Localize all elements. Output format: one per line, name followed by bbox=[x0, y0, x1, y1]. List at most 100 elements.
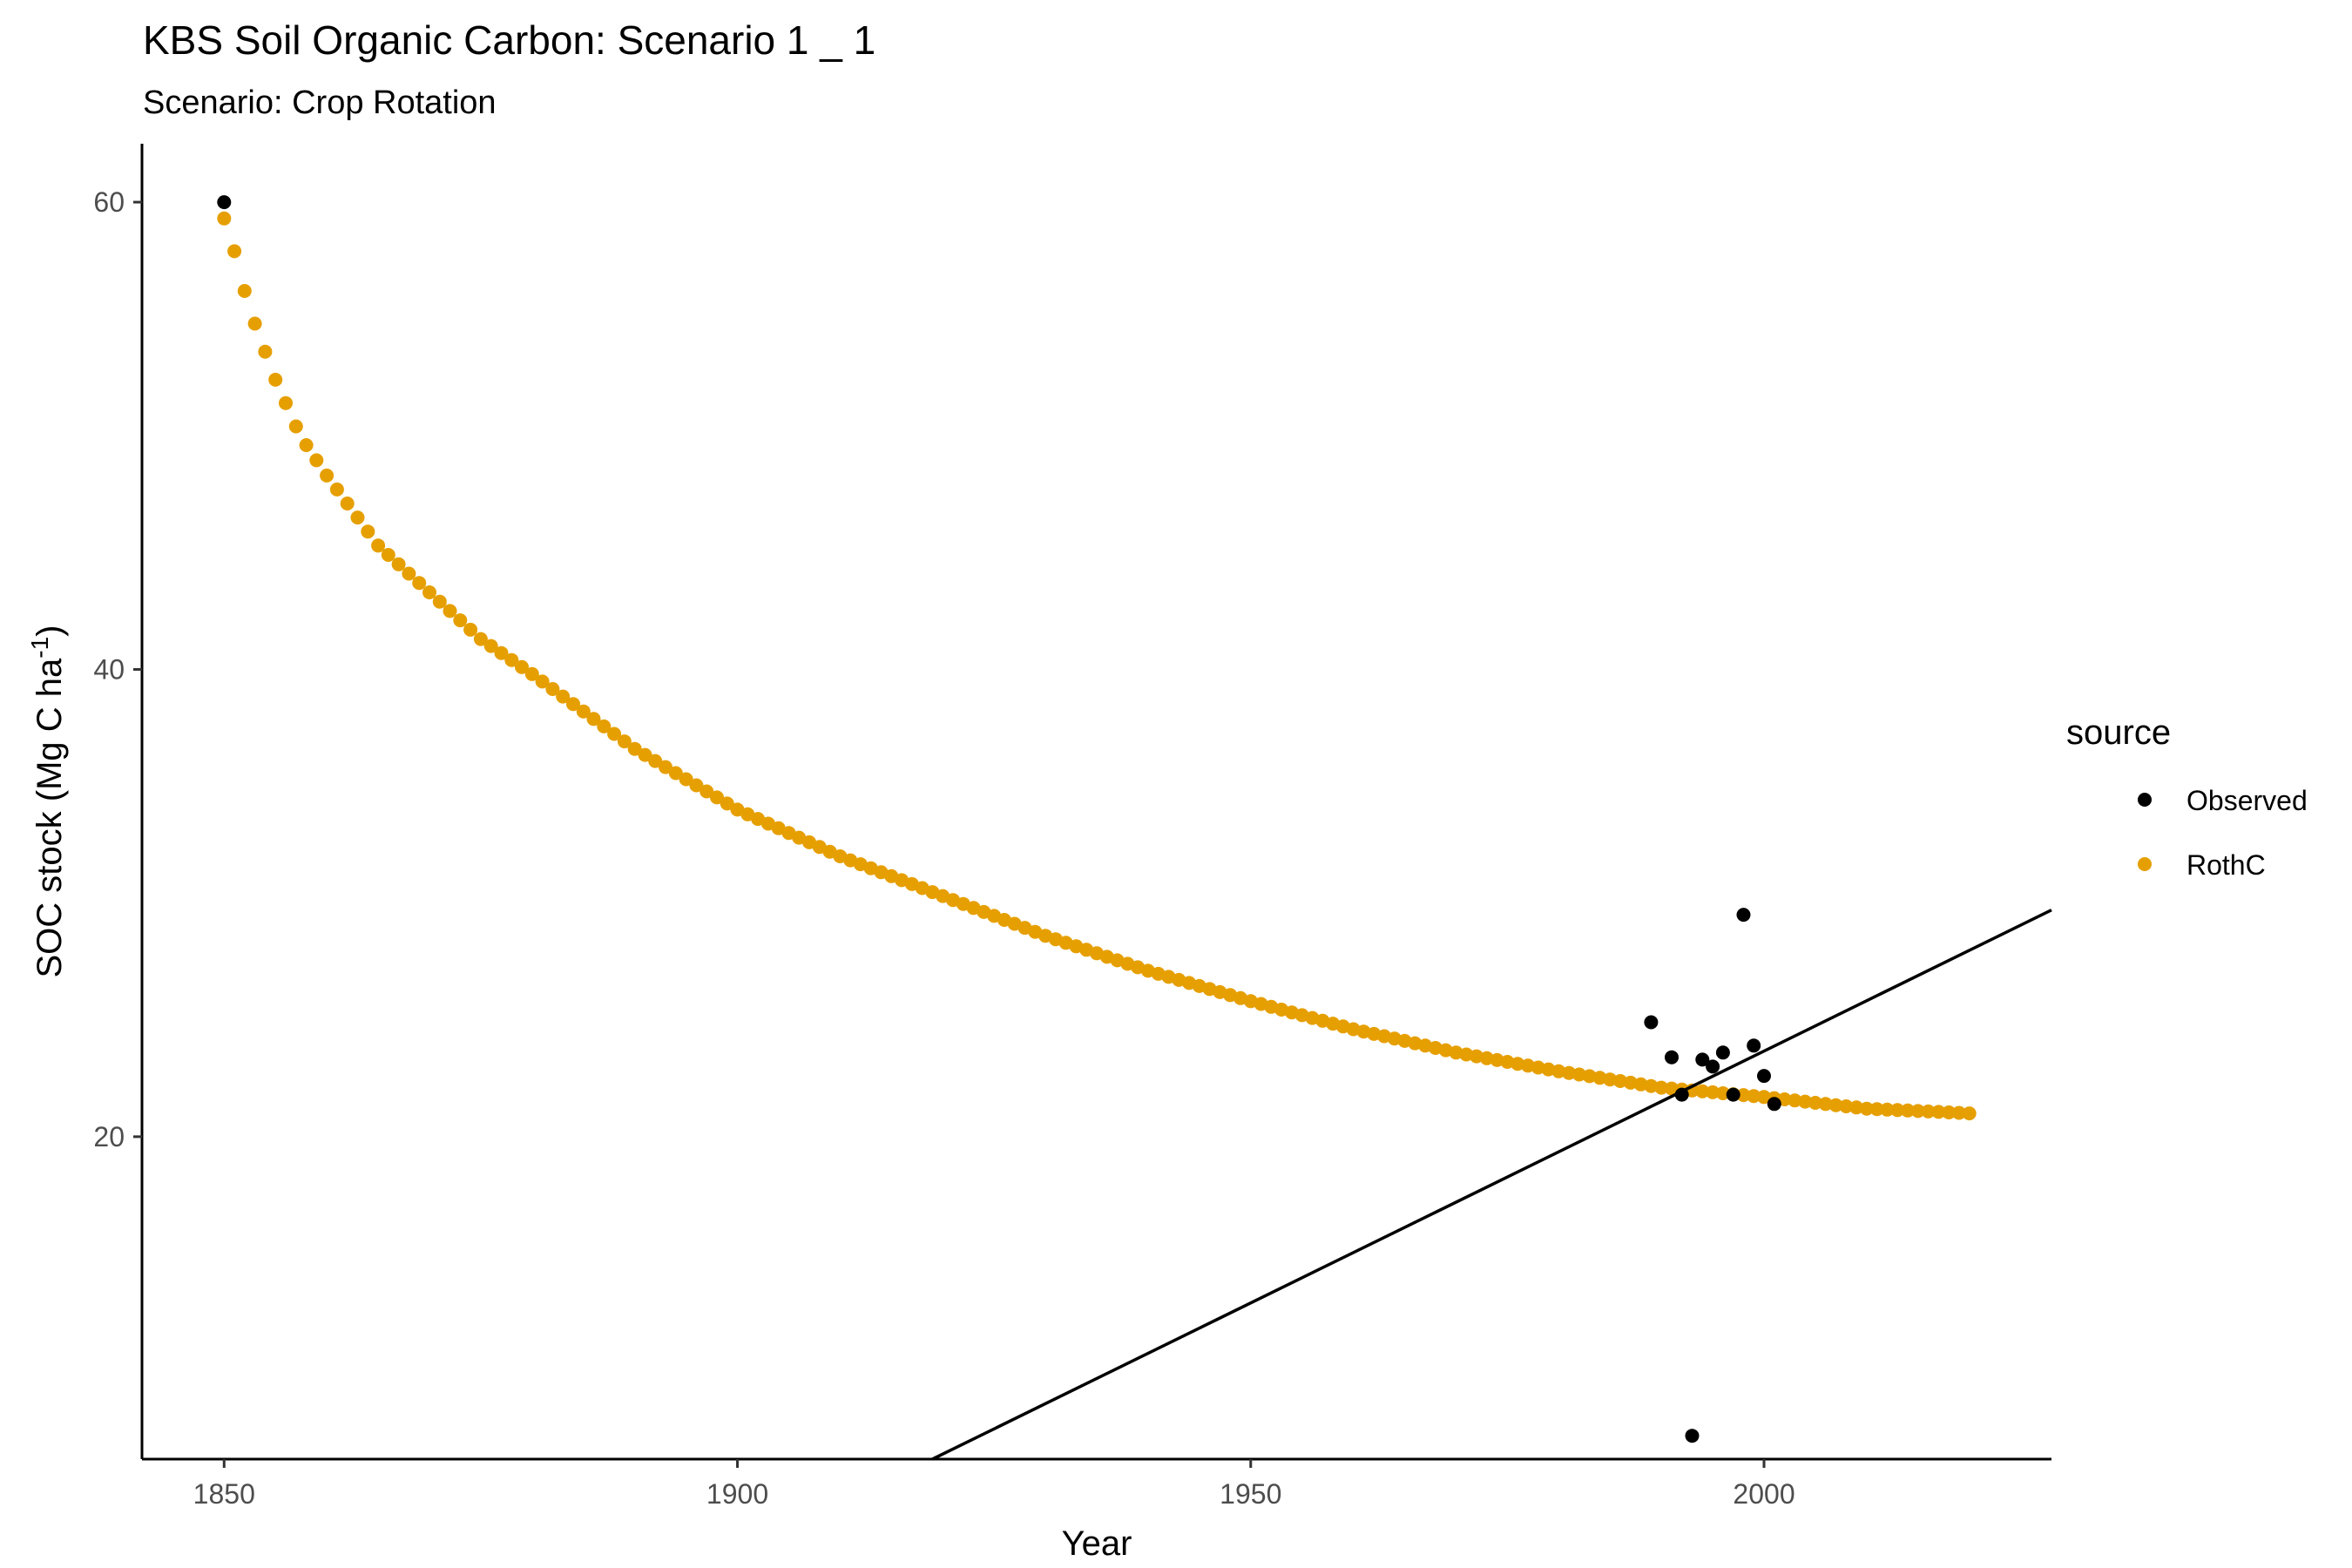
rothc-point bbox=[638, 747, 652, 762]
observed-point bbox=[1644, 1015, 1659, 1030]
rothc-point bbox=[1551, 1064, 1566, 1078]
rothc-point bbox=[535, 674, 550, 689]
rothc-point bbox=[1921, 1104, 1936, 1119]
y-axis-title-close: ) bbox=[30, 625, 69, 637]
y-axis-title: SOC stock (Mg C ha-1) bbox=[26, 625, 69, 978]
chart-subtitle: Scenario: Crop Rotation bbox=[143, 84, 497, 121]
rothc-point bbox=[1490, 1052, 1504, 1067]
rothc-point bbox=[689, 778, 704, 793]
rothc-point bbox=[432, 594, 447, 609]
legend-label-observed: Observed bbox=[2186, 785, 2308, 816]
rothc-point bbox=[371, 538, 386, 553]
rothc-point bbox=[1644, 1078, 1659, 1093]
observed-point bbox=[1747, 1038, 1761, 1053]
rothc-point bbox=[1931, 1105, 1946, 1119]
rothc-point bbox=[1500, 1055, 1515, 1069]
rothc-point bbox=[483, 639, 498, 653]
rothc-point bbox=[545, 682, 560, 696]
rothc-point bbox=[617, 734, 632, 749]
rothc-point bbox=[1839, 1099, 1854, 1113]
rothc-point bbox=[1541, 1062, 1556, 1077]
rothc-point bbox=[494, 645, 509, 660]
rothc-point bbox=[1828, 1098, 1843, 1112]
rothc-point bbox=[1942, 1105, 1957, 1119]
rothc-point bbox=[607, 727, 622, 741]
rothc-point bbox=[566, 697, 580, 712]
rothc-point bbox=[288, 419, 303, 434]
rothc-point bbox=[1571, 1067, 1586, 1082]
rothc-point bbox=[1890, 1103, 1905, 1118]
rothc-point bbox=[648, 754, 663, 768]
observed-point bbox=[1736, 908, 1751, 923]
rothc-point bbox=[504, 652, 519, 667]
legend-label-rothc: RothC bbox=[2186, 849, 2266, 881]
rothc-point bbox=[1757, 1090, 1771, 1105]
rothc-point bbox=[1633, 1077, 1648, 1092]
rothc-point bbox=[1747, 1089, 1761, 1104]
y-axis-title-main: SOC stock (Mg C ha bbox=[30, 658, 69, 978]
rothc-point bbox=[1788, 1093, 1802, 1108]
rothc-point bbox=[247, 316, 262, 331]
rothc-point bbox=[1562, 1065, 1577, 1080]
rothc-point bbox=[1613, 1074, 1627, 1088]
rothc-point bbox=[217, 211, 232, 226]
rothc-point bbox=[1695, 1084, 1710, 1098]
x-axis-ticks: 1850 1900 1950 2000 bbox=[193, 1459, 1795, 1510]
rothc-point bbox=[1880, 1102, 1895, 1117]
x-tick-label: 1950 bbox=[1220, 1478, 1281, 1510]
rothc-point bbox=[443, 604, 457, 618]
rothc-point bbox=[710, 790, 724, 805]
observed-point bbox=[1767, 1097, 1781, 1112]
rothc-point bbox=[700, 784, 714, 799]
rothc-point bbox=[1715, 1086, 1730, 1100]
rothc-point bbox=[1910, 1104, 1925, 1119]
rothc-point bbox=[556, 689, 571, 704]
y-tick-label: 40 bbox=[93, 653, 125, 685]
rothc-point bbox=[1951, 1105, 1966, 1120]
observed-point bbox=[1695, 1052, 1710, 1067]
rothc-point bbox=[350, 510, 365, 525]
rothc-point bbox=[422, 585, 436, 599]
rothc-point bbox=[473, 632, 488, 646]
rothc-point bbox=[1798, 1094, 1813, 1109]
observed-point bbox=[1685, 1429, 1700, 1443]
rothc-point bbox=[586, 712, 601, 727]
y-tick-label: 60 bbox=[93, 186, 125, 218]
rothc-point bbox=[1869, 1102, 1884, 1117]
rothc-point bbox=[659, 760, 672, 774]
rothc-point bbox=[1479, 1051, 1494, 1065]
rothc-point bbox=[1849, 1100, 1864, 1115]
observed-point bbox=[1715, 1045, 1730, 1060]
legend: source Observed RothC bbox=[2066, 713, 2308, 881]
rothc-point bbox=[1901, 1103, 1915, 1118]
rothc-point bbox=[515, 659, 529, 674]
rothc-point bbox=[279, 395, 293, 410]
rothc-point bbox=[1470, 1049, 1484, 1064]
rothc-point bbox=[463, 622, 478, 637]
rothc-point bbox=[453, 613, 468, 628]
rothc-point bbox=[627, 741, 642, 756]
rothc-point bbox=[237, 284, 252, 298]
x-tick-label: 1900 bbox=[706, 1478, 768, 1510]
rothc-point bbox=[1654, 1080, 1669, 1095]
rothc-point bbox=[340, 497, 355, 510]
rothc-point bbox=[391, 557, 406, 571]
rothc-point bbox=[1511, 1057, 1525, 1071]
rothc-point bbox=[576, 704, 591, 719]
rothc-point bbox=[1706, 1085, 1720, 1099]
legend-title: source bbox=[2066, 713, 2171, 752]
rothc-point bbox=[309, 453, 324, 468]
rothc-point bbox=[1962, 1106, 1977, 1121]
rothc-point bbox=[227, 244, 242, 259]
rothc-point bbox=[412, 576, 427, 591]
legend-key-rothc bbox=[2138, 857, 2152, 871]
rothc-point bbox=[1818, 1097, 1833, 1112]
y-axis-title-superscript: -1 bbox=[26, 637, 53, 659]
rothc-point bbox=[1603, 1072, 1618, 1087]
rothc-point bbox=[1736, 1088, 1751, 1103]
rothc-point bbox=[1582, 1069, 1597, 1084]
rothc-point bbox=[258, 344, 273, 359]
rothc-point bbox=[320, 468, 335, 483]
x-axis-title: Year bbox=[1062, 1524, 1132, 1563]
rothc-point bbox=[268, 372, 283, 387]
